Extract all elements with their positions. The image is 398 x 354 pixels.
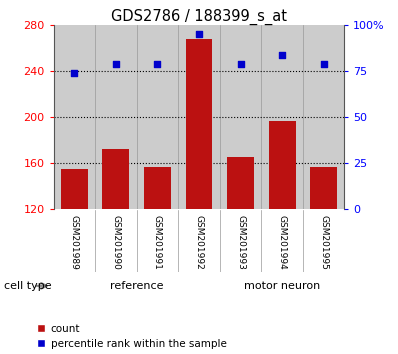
- Bar: [178, 25, 220, 209]
- Text: GSM201990: GSM201990: [111, 215, 121, 270]
- Text: cell type: cell type: [4, 281, 52, 291]
- Text: reference: reference: [109, 281, 163, 291]
- Bar: [220, 25, 261, 209]
- Point: [320, 61, 327, 67]
- Text: GSM201992: GSM201992: [195, 215, 203, 270]
- Text: GSM201993: GSM201993: [236, 215, 245, 270]
- Text: motor neuron: motor neuron: [244, 281, 320, 291]
- Point: [71, 70, 78, 76]
- Point: [237, 61, 244, 67]
- Text: GSM201989: GSM201989: [70, 215, 79, 270]
- Point: [154, 61, 161, 67]
- Bar: [261, 25, 303, 209]
- Text: GSM201994: GSM201994: [277, 215, 287, 270]
- Bar: [185, 39, 213, 209]
- Text: GDS2786 / 188399_s_at: GDS2786 / 188399_s_at: [111, 9, 287, 25]
- Bar: [95, 25, 137, 209]
- Bar: [61, 169, 88, 209]
- Bar: [103, 149, 129, 209]
- Bar: [137, 25, 178, 209]
- Bar: [54, 25, 95, 209]
- Bar: [269, 121, 295, 209]
- Legend: count, percentile rank within the sample: count, percentile rank within the sample: [37, 324, 226, 349]
- Bar: [310, 167, 337, 209]
- Text: GSM201995: GSM201995: [319, 215, 328, 270]
- Point: [279, 52, 285, 57]
- Point: [196, 32, 202, 37]
- Bar: [303, 25, 344, 209]
- Text: GSM201991: GSM201991: [153, 215, 162, 270]
- Point: [113, 61, 119, 67]
- Bar: [144, 167, 171, 209]
- Bar: [227, 158, 254, 209]
